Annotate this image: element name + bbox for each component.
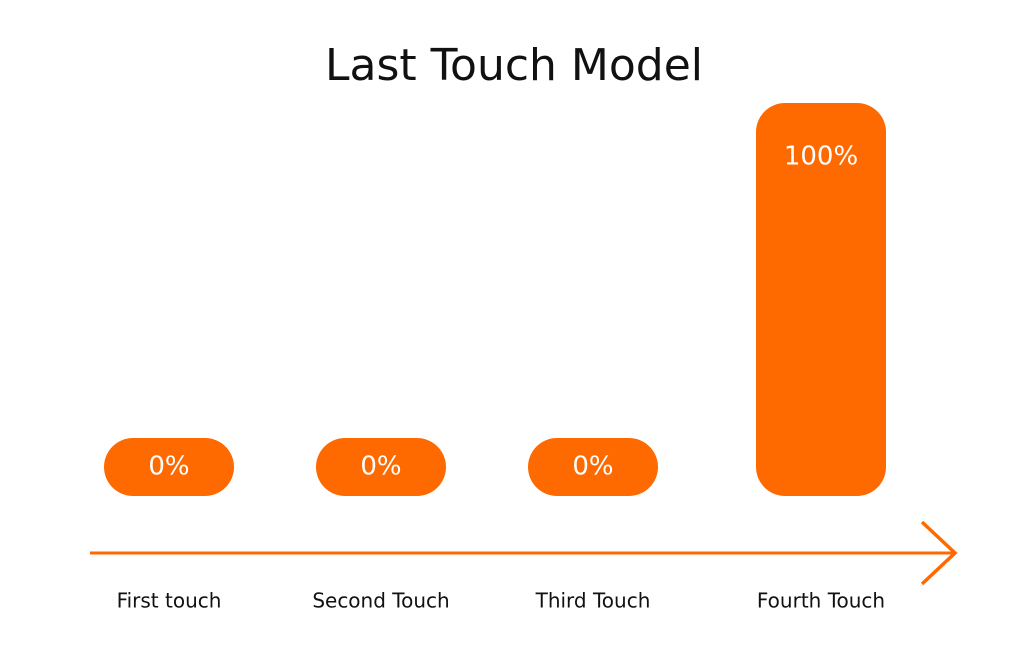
value-label: 100% bbox=[784, 142, 858, 172]
chart-title: Last Touch Model bbox=[325, 40, 703, 91]
axis-arrow bbox=[920, 520, 958, 586]
bar bbox=[316, 438, 446, 496]
x-tick-label: Second Touch bbox=[312, 589, 449, 613]
x-tick-label: Third Touch bbox=[535, 589, 651, 613]
bar bbox=[756, 103, 886, 496]
value-label: 0% bbox=[572, 452, 613, 482]
value-label: 0% bbox=[360, 452, 401, 482]
x-tick-label: First touch bbox=[117, 589, 222, 613]
value-label: 0% bbox=[148, 452, 189, 482]
bar bbox=[104, 438, 234, 496]
bar bbox=[528, 438, 658, 496]
x-tick-label: Fourth Touch bbox=[757, 589, 885, 613]
